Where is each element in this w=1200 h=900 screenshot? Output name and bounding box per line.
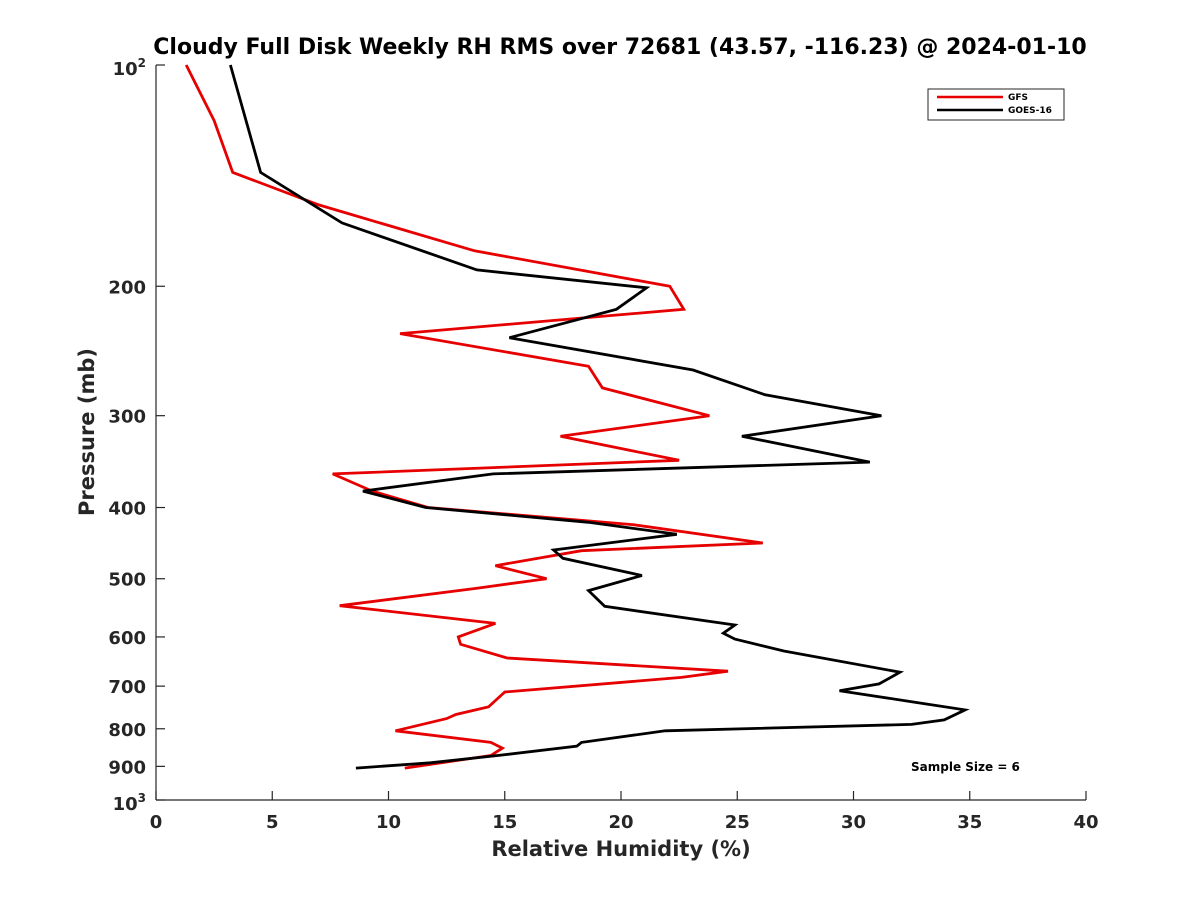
legend: GFS GOES-16 [927, 88, 1065, 121]
y-tick-label: 900 [108, 757, 146, 778]
series-layer [184, 64, 970, 770]
y-tick-label: 102 [113, 56, 146, 80]
x-tick-label: 0 [150, 812, 163, 833]
x-tick-label: 35 [957, 812, 982, 833]
x-tick-label: 25 [725, 812, 750, 833]
x-tick-label: 5 [266, 812, 279, 833]
y-tick-base: 10 [113, 794, 138, 815]
x-ticks: 0 5 10 15 20 25 30 35 40 [150, 791, 1099, 833]
sample-size-annotation: Sample Size = 6 [911, 760, 1020, 774]
y-tick-label: 300 [108, 407, 146, 428]
y-tick-base: 10 [113, 59, 138, 80]
y-tick-label: 800 [108, 720, 146, 741]
chart-title: Cloudy Full Disk Weekly RH RMS over 7268… [153, 35, 1086, 60]
y-axis-label: Pressure (mb) [75, 348, 99, 516]
y-tick-label: 200 [108, 277, 146, 298]
x-axis-label: Relative Humidity (%) [491, 837, 750, 861]
legend-label-gfs: GFS [1008, 93, 1028, 103]
x-tick-label: 20 [608, 812, 633, 833]
x-tick-label: 10 [376, 812, 401, 833]
legend-box [927, 88, 1065, 121]
y-tick-label: 600 [108, 628, 146, 649]
y-tick-label: 103 [113, 791, 146, 815]
y-tick-exponent: 2 [138, 56, 146, 70]
y-tick-label: 700 [108, 677, 146, 698]
y-tick-exponent: 3 [138, 791, 146, 805]
x-tick-label: 40 [1073, 812, 1098, 833]
legend-label-goes16: GOES-16 [1008, 106, 1052, 116]
x-tick-label: 15 [492, 812, 517, 833]
series-line-gfs [184, 64, 763, 770]
x-tick-label: 30 [841, 812, 866, 833]
y-tick-label: 400 [108, 499, 146, 520]
series-line-goes16 [229, 64, 970, 770]
y-tick-label: 500 [108, 570, 146, 591]
